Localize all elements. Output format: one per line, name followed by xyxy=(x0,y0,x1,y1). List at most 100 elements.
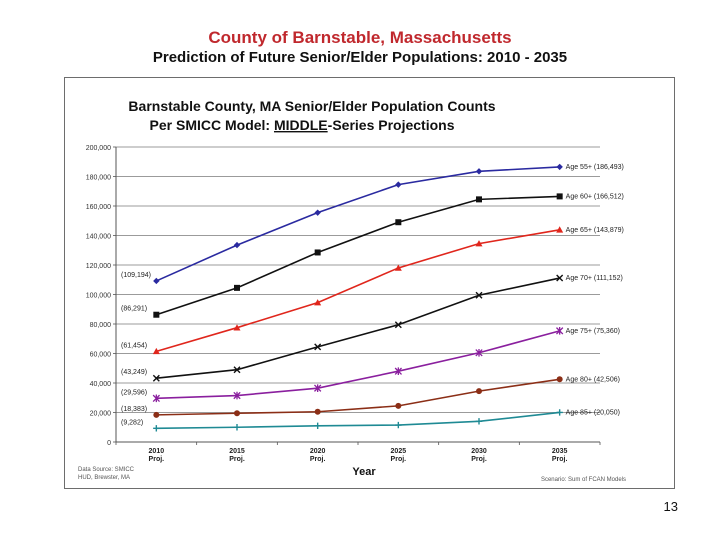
y-tick-label: 40,000 xyxy=(90,381,112,388)
series-line xyxy=(156,411,560,430)
series-line xyxy=(156,277,560,380)
data-point xyxy=(475,168,483,175)
data-point xyxy=(314,343,322,351)
data-point xyxy=(475,291,483,299)
x-tick-label-year: 2030 xyxy=(471,448,487,455)
y-tick-label: 200,000 xyxy=(86,145,111,152)
data-point xyxy=(476,388,482,395)
x-tick-label-sub: Proj. xyxy=(229,456,245,463)
data-point xyxy=(152,394,160,403)
series-end-label: Age 60+ (166,512) xyxy=(566,193,624,200)
series-line xyxy=(156,330,560,400)
series-layer: (109,194) Age 55+ (186,493) (86,291) Age 60… xyxy=(121,163,624,432)
data-point xyxy=(152,347,160,355)
series-start-label: (109,194) xyxy=(121,272,151,279)
series-age-80: (18,383) Age 80+ (42,506) xyxy=(121,376,620,418)
page-number: 13 xyxy=(663,499,678,514)
series-age-75: (29,596) Age 75+ (75,360) xyxy=(121,327,620,403)
data-point xyxy=(314,422,321,429)
data-point xyxy=(152,374,160,382)
data-point xyxy=(314,384,322,392)
series-age-60: (86,291) Age 60+ (166,512) xyxy=(121,193,624,318)
x-tick-label-sub: Proj. xyxy=(552,456,568,463)
x-tick-label-sub: Proj. xyxy=(149,456,165,463)
data-point xyxy=(314,408,321,415)
scenario-note: Scenario: Sum of FCAN Models xyxy=(541,477,626,483)
series-age-55: (109,194) Age 55+ (186,493) xyxy=(121,163,624,285)
data-point xyxy=(476,196,482,203)
series-line xyxy=(156,378,560,416)
data-point xyxy=(153,425,160,432)
slide-subtitle: Prediction of Future Senior/Elder Popula… xyxy=(152,49,568,66)
x-tick-label-year: 2025 xyxy=(391,448,407,455)
y-tick-label: 120,000 xyxy=(86,263,111,270)
data-point xyxy=(234,284,240,291)
series-start-label: (86,291) xyxy=(121,306,147,313)
data-point xyxy=(556,163,563,171)
chart-subtitle-prefix: Per SMICC Model: xyxy=(150,117,274,133)
series-line xyxy=(156,228,560,353)
series-end-label: Age 85+ (20,050) xyxy=(566,409,620,416)
series-end-label: Age 55+ (186,493) xyxy=(566,164,624,171)
series-end-label: Age 65+ (143,879) xyxy=(566,227,624,234)
series-age-65: (61,454) Age 65+ (143,879) xyxy=(121,226,624,355)
slide-title: County of Barnstable, Massachusetts xyxy=(208,28,512,47)
data-point xyxy=(556,193,563,200)
data-point xyxy=(233,424,241,431)
series-start-label: (18,383) xyxy=(121,406,147,413)
series-start-label: (29,596) xyxy=(121,389,147,396)
y-tick-label: 80,000 xyxy=(90,322,112,329)
chart-subtitle-suffix: -Series Projections xyxy=(328,117,455,133)
population-line-chart: Barnstable County, MA Senior/Elder Popul… xyxy=(78,98,626,483)
data-point xyxy=(556,274,564,282)
x-tick-label-year: 2035 xyxy=(552,448,568,455)
data-source-line-2: HUD, Brewster, MA xyxy=(78,475,130,481)
data-point xyxy=(394,321,402,329)
data-point xyxy=(556,409,563,416)
data-point xyxy=(233,366,241,374)
x-tick-label-sub: Proj. xyxy=(471,456,487,463)
data-point xyxy=(556,226,564,233)
y-tick-label: 160,000 xyxy=(86,204,111,211)
x-tick-label-year: 2015 xyxy=(229,448,245,455)
data-point xyxy=(153,277,160,285)
data-point xyxy=(314,299,322,306)
y-tick-label: 140,000 xyxy=(86,234,111,241)
data-point xyxy=(233,391,241,400)
data-point xyxy=(475,418,483,425)
series-end-label: Age 80+ (42,506) xyxy=(566,376,620,383)
series-start-label: (61,454) xyxy=(121,342,147,349)
y-tick-label: 100,000 xyxy=(86,293,111,300)
series-line xyxy=(156,166,560,282)
data-point xyxy=(395,181,402,188)
y-tick-label: 60,000 xyxy=(90,352,112,359)
data-point xyxy=(394,264,402,271)
series-end-label: Age 70+ (111,152) xyxy=(566,275,623,282)
data-point xyxy=(233,241,241,249)
y-tick-label: 20,000 xyxy=(90,411,112,418)
data-point xyxy=(475,348,483,357)
series-age-70: (43,249) Age 70+ (111,152) xyxy=(121,274,623,382)
x-axis-title: Year xyxy=(352,466,376,478)
series-start-label: (43,249) xyxy=(121,369,147,376)
data-point xyxy=(395,421,402,429)
chart-subtitle: Per SMICC Model: MIDDLE-Series Projectio… xyxy=(150,117,455,133)
data-point xyxy=(233,324,241,331)
y-tick-label: 0 xyxy=(107,440,111,447)
chart-title: Barnstable County, MA Senior/Elder Popul… xyxy=(128,98,495,114)
data-point xyxy=(395,219,402,226)
data-point xyxy=(153,411,160,418)
data-point xyxy=(394,367,402,375)
series-age-85: (9,282) Age 85+ (20,050) xyxy=(121,409,620,432)
data-point xyxy=(556,376,563,383)
x-tick-label-sub: Proj. xyxy=(310,456,326,463)
data-point xyxy=(556,327,564,335)
chart-subtitle-emphasis: MIDDLE xyxy=(274,117,328,133)
series-line xyxy=(156,195,560,316)
y-tick-label: 180,000 xyxy=(86,175,111,182)
data-point xyxy=(153,311,160,318)
data-point xyxy=(314,249,321,256)
axes: 0 20,000 40,000 60,000 80,000 100,000 120,000 1… xyxy=(86,145,601,463)
series-start-label: (9,282) xyxy=(121,419,143,426)
data-point xyxy=(475,240,483,247)
